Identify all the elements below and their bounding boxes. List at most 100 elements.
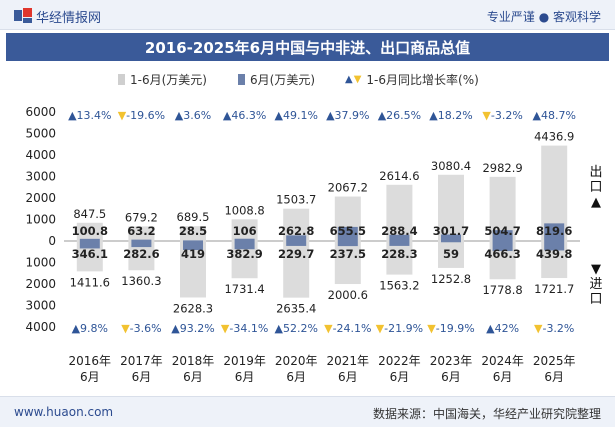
- import-monthly-bar: [79, 241, 100, 249]
- import-cumulative-bar: [180, 241, 206, 298]
- export-monthly-label: 63.2: [127, 224, 155, 238]
- export-monthly-bar: [131, 239, 152, 241]
- export-growth-label: ▲13.4%: [68, 109, 111, 122]
- import-growth-label: ▼-3.6%: [121, 322, 161, 335]
- down-triangle-icon: ▼: [353, 73, 362, 85]
- import-monthly-label: 466.3: [484, 247, 520, 261]
- export-cumulative-bar: [386, 184, 413, 241]
- import-monthly-label: 439.8: [536, 247, 572, 261]
- export-monthly-label: 288.4: [381, 224, 417, 238]
- import-monthly-label: 228.3: [381, 247, 417, 261]
- x-tick-label-month: 6月: [183, 370, 203, 384]
- export-cumulative-bar: [76, 222, 103, 241]
- y-tick-label: 3000: [25, 170, 56, 184]
- import-monthly-label: 282.6: [123, 247, 159, 261]
- export-cumulative-label: 2982.9: [482, 161, 522, 175]
- import-monthly-label: 382.9: [226, 247, 262, 261]
- import-monthly-bar: [544, 241, 565, 251]
- export-cumulative-label: 2067.2: [328, 181, 368, 195]
- huajing-logo-icon: [14, 8, 32, 23]
- legend-item-monthly: 6月(万美元): [238, 70, 315, 88]
- y-tick-label: 2000: [25, 191, 56, 205]
- import-monthly-label: 237.5: [330, 247, 366, 261]
- export-monthly-label: 106: [233, 224, 257, 238]
- import-cumulative-bar: [386, 241, 413, 275]
- export-growth-label: ▲26.5%: [378, 109, 421, 122]
- legend-swatch-cumulative: [118, 73, 125, 85]
- import-cumulative-label: 1252.8: [431, 272, 471, 286]
- export-growth-label: ▲3.6%: [175, 109, 211, 122]
- y-tick-label: 2000: [25, 277, 56, 291]
- export-monthly-label: 655.5: [330, 224, 366, 238]
- export-monthly-label: 28.5: [179, 224, 207, 238]
- legend-item-cumulative: 1-6月(万美元): [118, 70, 207, 88]
- legend-item-growth: ▲ ▼ 1-6月同比增长率(%): [345, 70, 479, 88]
- export-cumulative-label: 4436.9: [534, 130, 574, 144]
- export-cumulative-label: 1503.7: [276, 193, 316, 207]
- legend-label-cumulative: 1-6月(万美元): [130, 72, 207, 87]
- data-source: 数据来源：中国海关，华经产业研究院整理: [372, 407, 601, 421]
- export-monthly-bar: [389, 234, 410, 241]
- import-cumulative-bar: [438, 241, 464, 268]
- import-growth-label: ▲9.8%: [72, 322, 108, 335]
- import-cumulative-label: 1778.8: [482, 283, 522, 297]
- export-cumulative-label: 2614.6: [379, 169, 419, 183]
- y-tick-label: 1000: [25, 256, 56, 270]
- export-cumulative-bar: [231, 219, 258, 241]
- import-cumulative-label: 1360.3: [121, 274, 161, 288]
- site-url: www.huaon.com: [14, 405, 114, 419]
- import-side-label: ▼进口: [589, 262, 603, 307]
- import-cumulative-label: 1411.6: [70, 275, 110, 289]
- x-tick-label-month: 6月: [80, 370, 100, 384]
- chart-title: 2016-2025年6月中国与中非进、出口商品总值: [144, 39, 471, 57]
- export-monthly-bar: [286, 235, 307, 241]
- import-cumulative-label: 2635.4: [276, 302, 316, 316]
- export-cumulative-label: 679.2: [125, 210, 158, 224]
- x-tick-label-month: 6月: [493, 370, 513, 384]
- import-monthly-bar: [131, 241, 152, 248]
- y-tick-label: 4000: [25, 148, 56, 162]
- x-tick-label-year: 2020年: [275, 354, 318, 368]
- import-cumulative-label: 1721.7: [534, 282, 574, 296]
- brand-name: 华经情报网: [36, 11, 102, 26]
- top-bar: 华经情报网 专业严谨 ● 客观科学: [0, 0, 615, 30]
- x-tick-label-year: 2019年: [223, 354, 266, 368]
- export-monthly-label: 819.6: [536, 224, 572, 238]
- import-growth-label: ▼-19.9%: [427, 322, 474, 335]
- export-cumulative-label: 1008.8: [224, 203, 264, 217]
- y-tick-label: 0: [48, 234, 56, 248]
- export-growth-label: ▼-3.2%: [482, 109, 522, 122]
- export-monthly-label: 100.8: [72, 224, 108, 238]
- legend-swatch-monthly: [238, 73, 245, 85]
- export-cumulative-label: 847.5: [73, 207, 106, 221]
- export-monthly-bar: [337, 226, 358, 241]
- import-cumulative-label: 1563.2: [379, 279, 419, 293]
- export-growth-label: ▲49.1%: [274, 109, 317, 122]
- import-growth-label: ▼-24.1%: [324, 322, 371, 335]
- import-growth-label: ▲42%: [486, 322, 519, 335]
- x-tick-label-month: 6月: [544, 370, 564, 384]
- import-growth-label: ▼-3.2%: [534, 322, 574, 335]
- x-tick-label-year: 2018年: [172, 354, 215, 368]
- export-cumulative-bar: [180, 226, 206, 241]
- title-bar: 2016-2025年6月中国与中非进、出口商品总值: [6, 33, 609, 61]
- x-tick-label-month: 6月: [235, 370, 255, 384]
- x-tick-label-month: 6月: [338, 370, 358, 384]
- x-tick-label-year: 2022年: [378, 354, 421, 368]
- y-tick-label: 4000: [25, 320, 56, 334]
- export-cumulative-label: 3080.4: [431, 159, 471, 173]
- x-tick-label-month: 6月: [132, 370, 152, 384]
- import-monthly-bar: [441, 241, 461, 243]
- x-tick-label-year: 2025年: [533, 354, 576, 368]
- import-monthly-label: 59: [443, 247, 459, 261]
- x-tick-label-year: 2016年: [69, 354, 112, 368]
- import-monthly-bar: [234, 241, 255, 250]
- import-monthly-bar: [286, 241, 307, 246]
- export-growth-label: ▲37.9%: [326, 109, 369, 122]
- export-growth-label: ▲18.2%: [429, 109, 472, 122]
- brand-tagline: 专业严谨 ● 客观科学: [486, 10, 601, 24]
- export-side-label: 出口▲: [589, 165, 603, 210]
- export-monthly-label: 504.7: [484, 224, 520, 238]
- export-growth-label: ▼-19.6%: [118, 109, 165, 122]
